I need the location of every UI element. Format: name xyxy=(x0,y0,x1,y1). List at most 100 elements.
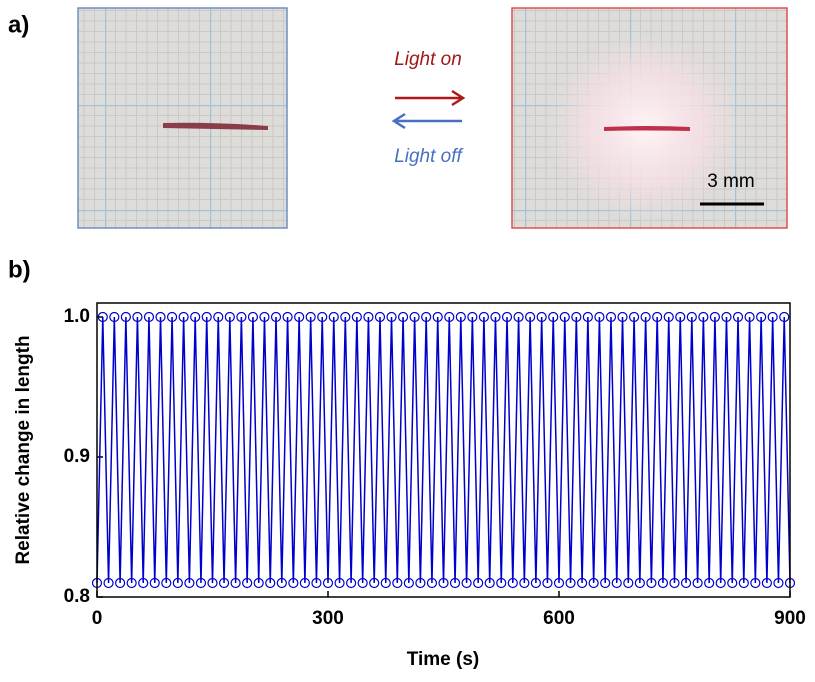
data-point xyxy=(178,311,189,323)
y-axis-label: Relative change in length xyxy=(13,335,34,564)
data-point xyxy=(727,577,738,589)
data-point xyxy=(138,577,149,589)
data-point xyxy=(455,311,466,323)
data-point xyxy=(444,311,455,323)
data-point xyxy=(553,577,565,589)
light-off-label: Light off xyxy=(394,146,463,167)
data-point xyxy=(143,311,155,323)
data-point xyxy=(120,311,131,323)
data-point xyxy=(657,577,669,589)
data-point xyxy=(184,577,195,589)
data-point xyxy=(640,311,651,323)
data-point xyxy=(97,311,108,323)
data-point xyxy=(669,577,680,589)
data-point xyxy=(172,577,183,589)
data-point xyxy=(750,577,761,589)
data-point xyxy=(732,311,744,323)
data-point xyxy=(490,311,501,323)
data-point xyxy=(692,577,703,589)
data-point xyxy=(369,577,380,589)
data-point xyxy=(421,311,432,323)
data-point xyxy=(467,311,478,323)
data-point xyxy=(294,311,305,323)
data-point xyxy=(265,577,276,589)
x-tick-label: 300 xyxy=(312,608,344,629)
data-point xyxy=(767,311,778,323)
data-point xyxy=(190,311,201,323)
plot-frame xyxy=(96,302,791,598)
data-point xyxy=(704,577,715,589)
data-point xyxy=(652,311,663,323)
data-point xyxy=(605,311,617,323)
data-point xyxy=(201,311,212,323)
data-point xyxy=(628,311,640,323)
y-tick-label: 0.9 xyxy=(64,446,90,467)
data-point xyxy=(698,311,709,323)
data-point xyxy=(270,311,282,323)
data-point xyxy=(478,311,490,323)
data-point xyxy=(351,311,362,323)
data-point xyxy=(530,577,542,589)
data-point xyxy=(114,577,126,589)
data-point xyxy=(542,577,553,589)
x-tick-label: 900 xyxy=(774,608,806,629)
data-point xyxy=(473,577,484,589)
data-point xyxy=(525,311,536,323)
data-point xyxy=(149,577,160,589)
data-point xyxy=(507,577,518,589)
data-point xyxy=(213,311,224,323)
data-point xyxy=(536,311,547,323)
data-point xyxy=(392,577,403,589)
x-axis-label: Time (s) xyxy=(407,649,480,670)
data-point xyxy=(646,577,657,589)
y-tick-label: 0.8 xyxy=(64,586,90,607)
data-point xyxy=(438,577,449,589)
data-point xyxy=(461,577,472,589)
data-point xyxy=(432,311,443,323)
data-point xyxy=(426,577,438,589)
data-point xyxy=(680,577,692,589)
data-point xyxy=(276,577,287,589)
data-point xyxy=(253,577,264,589)
data-point xyxy=(623,577,634,589)
data-point xyxy=(588,577,599,589)
data-point xyxy=(155,311,166,323)
data-point xyxy=(236,311,247,323)
scale-bar-label: 3 mm xyxy=(707,171,755,192)
data-point xyxy=(744,311,755,323)
data-point xyxy=(386,311,397,323)
x-tick-label: 600 xyxy=(543,608,575,629)
data-point xyxy=(663,311,674,323)
data-point xyxy=(218,577,230,589)
data-point xyxy=(166,311,178,323)
light-on-label: Light on xyxy=(394,49,462,70)
data-point xyxy=(484,577,495,589)
data-point xyxy=(571,311,582,323)
data-point xyxy=(363,311,374,323)
arrow-off xyxy=(391,112,462,130)
x-tick-label: 0 xyxy=(92,608,103,629)
data-point xyxy=(773,577,784,589)
data-point xyxy=(594,311,605,323)
data-point xyxy=(403,577,414,589)
data-point xyxy=(322,577,334,589)
data-point xyxy=(600,577,611,589)
panel-label: b) xyxy=(8,256,31,283)
data-point xyxy=(582,311,593,323)
data-point xyxy=(317,311,328,323)
plot: 0.8 0.9 1.0 0 300 600 900 xyxy=(64,306,806,629)
data-point xyxy=(559,311,570,323)
data-point xyxy=(565,577,576,589)
data-point xyxy=(242,577,253,589)
data-point xyxy=(779,311,790,323)
data-point xyxy=(340,311,351,323)
data-point xyxy=(374,311,386,323)
data-point xyxy=(224,311,235,323)
data-point xyxy=(611,577,622,589)
data-point xyxy=(721,311,732,323)
data-point xyxy=(738,577,749,589)
panel-label: a) xyxy=(8,11,29,38)
data-point xyxy=(496,577,507,589)
photo-before xyxy=(77,7,288,229)
data-point xyxy=(519,577,530,589)
